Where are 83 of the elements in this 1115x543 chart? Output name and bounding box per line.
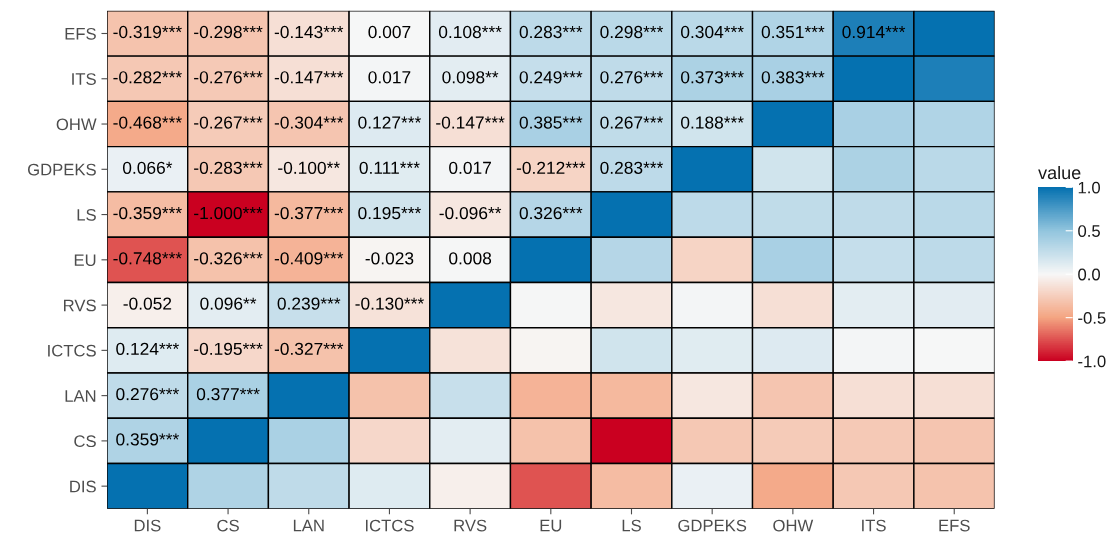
data-label: 0.914*** [842,25,906,39]
y-tick-label: DIS [70,480,96,493]
data-label: 0.124*** [116,342,179,356]
data-label: 0.195*** [358,206,422,220]
data-label: 0.383*** [761,71,825,84]
x-tick-label: LS [622,519,641,532]
x-tick-label: ITS [862,519,886,532]
data-label: -0.748*** [113,252,182,265]
data-label: 0.017 [368,71,411,84]
data-label: 0.098** [442,71,499,84]
y-tick-label: CS [74,435,96,448]
data-label: -0.326*** [194,252,263,265]
x-tick-label: GDPEKS [678,519,747,532]
data-label: 0.377*** [196,387,260,401]
data-label: 0.066* [122,161,173,174]
data-label: 0.239*** [277,297,341,310]
data-label: 0.007 [368,25,411,39]
y-tick-label: RVS [64,299,96,312]
data-label: 0.373*** [681,71,744,84]
data-label: -0.096** [439,206,502,220]
color-bar-label: 0.5 [1078,225,1100,237]
data-label: 0.267*** [600,116,664,129]
data-label: 0.276*** [116,387,179,401]
y-tick-label: OHW [56,118,97,131]
data-label: -0.212*** [516,161,586,174]
data-label: 0.108*** [438,25,502,39]
data-label: -1.000*** [194,206,263,220]
data-label: 0.283*** [519,25,583,39]
data-label: 0.249*** [519,71,583,84]
y-tick-label: ICTCS [48,344,96,357]
data-label: 0.359*** [116,433,179,446]
data-label: -0.023 [365,252,414,265]
x-tick-label: EFS [939,519,970,532]
data-label: 0.304*** [681,25,744,39]
data-label: -0.052 [123,297,172,310]
data-label: -0.267*** [194,116,263,129]
x-tick-label: ICTCS [365,519,414,532]
data-label: 0.351*** [761,25,825,39]
data-label: -0.147*** [274,71,344,84]
data-label: 0.276*** [600,71,664,84]
color-bar-label: 1.0 [1078,181,1101,194]
data-label: -0.195*** [194,342,263,356]
color-bar-title: value [1038,165,1081,180]
data-label: -0.319*** [113,25,182,39]
color-bar-label: -1.0 [1078,355,1106,368]
data-label: -0.359*** [113,206,182,220]
y-tick-label: LAN [65,390,96,402]
data-label: -0.143*** [274,25,344,39]
y-tick-label: ITS [72,73,96,85]
x-tick-label: DIS [134,519,161,532]
y-tick-label: EU [74,254,96,267]
data-label: 0.111*** [359,161,420,174]
data-label: 0.298*** [600,25,664,39]
data-label: -0.276*** [194,71,263,84]
x-tick-label: LAN [293,519,324,532]
data-label: 0.096** [200,297,257,310]
color-bar-label: 0.0 [1078,268,1101,281]
x-tick-label: EU [540,519,562,532]
y-tick-label: GDPEKS [27,163,96,176]
data-label: 0.385*** [519,116,583,129]
data-label: 0.283*** [600,161,664,174]
data-label: 0.008 [449,252,492,265]
data-label: 0.188*** [681,116,744,129]
data-label: -0.377*** [274,206,344,220]
data-label: -0.282*** [113,71,182,84]
color-bar-label: -0.5 [1078,312,1106,324]
data-label: -0.130*** [355,297,424,310]
data-label: -0.468*** [113,116,182,129]
y-tick-label: EFS [65,27,96,40]
data-label: -0.327*** [274,342,344,356]
data-label: -0.283*** [194,161,263,174]
y-tick-label: LS [77,208,96,221]
data-label: 0.326*** [519,206,583,220]
data-label: 0.127*** [358,116,422,129]
data-label: -0.100** [278,161,340,174]
data-label: -0.304*** [274,116,344,129]
data-label: -0.409*** [274,252,344,265]
x-tick-label: CS [217,519,239,532]
data-label: 0.017 [449,161,491,174]
x-tick-label: OHW [773,519,814,532]
x-tick-label: RVS [454,519,487,532]
data-label: -0.298*** [194,25,263,39]
data-label: -0.147*** [436,116,505,129]
